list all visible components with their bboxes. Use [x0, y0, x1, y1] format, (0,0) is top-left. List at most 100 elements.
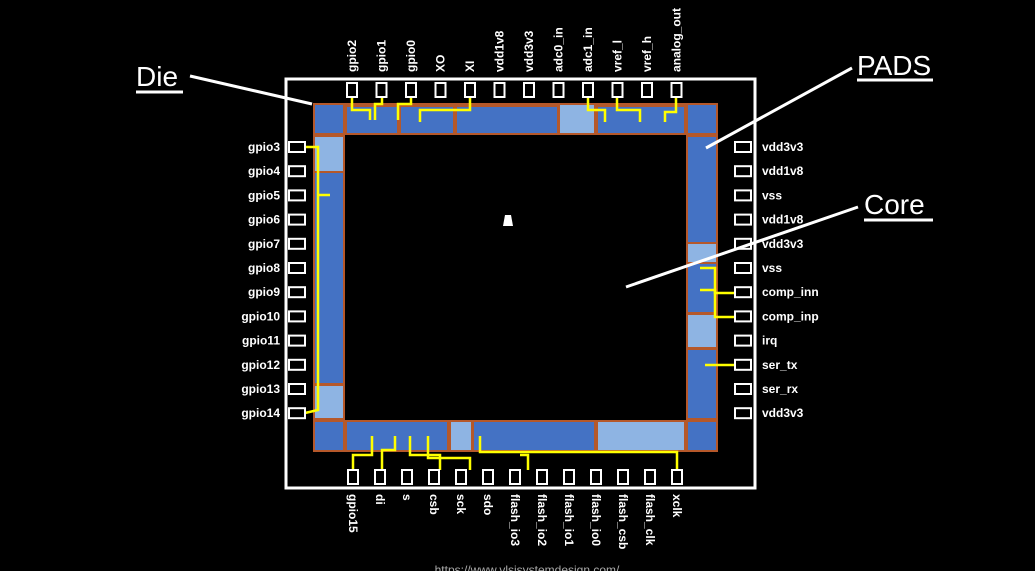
wire — [408, 436, 442, 470]
pin-label: gpio13 — [241, 382, 280, 396]
arrow-core — [625, 205, 859, 289]
pin-label: adc1_in — [581, 27, 595, 72]
pin-label: s — [400, 494, 414, 501]
wire — [373, 97, 384, 120]
pin — [536, 469, 548, 485]
pin-label: gpio10 — [241, 309, 280, 323]
pin — [611, 82, 624, 98]
arrow-die — [189, 74, 313, 106]
pin — [374, 469, 386, 485]
pad-cell — [598, 422, 684, 450]
pin-label: comp_inn — [762, 285, 819, 299]
pad-cell — [688, 350, 716, 418]
pin-label: ser_tx — [762, 358, 798, 372]
pin-label: vdd1v8 — [493, 30, 507, 72]
pin-label: flash_io1 — [562, 494, 576, 546]
pin — [288, 383, 306, 395]
arrow-pads — [705, 66, 853, 150]
pad-cell — [688, 137, 716, 242]
pin — [482, 469, 494, 485]
annotation: Die — [136, 61, 178, 92]
pin — [671, 469, 683, 485]
annotation: PADS — [857, 50, 931, 81]
pin — [734, 334, 752, 347]
pin — [288, 334, 306, 347]
pin-label: gpio9 — [248, 285, 280, 299]
annotation-arrows — [136, 66, 933, 289]
wire — [520, 453, 530, 470]
pin — [670, 82, 683, 98]
pin — [582, 82, 594, 98]
pin-label: vss — [762, 261, 782, 275]
wire — [615, 97, 642, 122]
pin — [288, 358, 306, 371]
pin — [509, 469, 521, 485]
pin-label: gpio12 — [241, 358, 280, 372]
pin-label: adc0_in — [552, 27, 566, 72]
wire — [380, 436, 397, 470]
pin — [288, 141, 306, 153]
corner-cell — [688, 422, 716, 450]
pin — [734, 383, 752, 395]
pin-label: xclk — [670, 494, 684, 518]
pin — [734, 407, 752, 420]
cursor — [503, 215, 513, 226]
pin-label: irq — [762, 334, 777, 348]
pad-cell — [451, 422, 471, 450]
pin — [644, 469, 656, 485]
pin-label: comp_inp — [762, 309, 819, 323]
pin — [552, 82, 565, 98]
pin — [734, 262, 752, 274]
pin — [401, 469, 413, 485]
pin-label: ser_rx — [762, 382, 798, 396]
pin — [523, 82, 535, 98]
corner-cell — [688, 105, 716, 133]
wire — [418, 97, 472, 122]
pad-cell — [347, 107, 397, 133]
pin-label: vref_h — [640, 36, 654, 72]
pin-label: di — [373, 494, 387, 505]
pin-label: gpio15 — [346, 494, 360, 533]
pin-label: gpio3 — [248, 140, 280, 154]
pad-cell — [347, 422, 447, 450]
pin-label: gpio4 — [248, 164, 280, 178]
footer-url: https://www.vlsisystemdesign.com/ — [435, 563, 620, 571]
pin — [288, 237, 306, 250]
core-area — [345, 135, 686, 420]
pin-label: vdd3v3 — [522, 30, 536, 72]
wire — [700, 266, 735, 295]
pin-label: flash_io3 — [508, 494, 522, 546]
pad-cell — [688, 264, 716, 312]
pin — [734, 189, 752, 202]
wire — [700, 288, 735, 319]
pin-label: vdd3v3 — [762, 237, 804, 251]
pin — [288, 262, 306, 274]
wire — [304, 145, 320, 415]
corner-cell — [315, 105, 343, 133]
wire — [478, 436, 679, 470]
wires — [304, 97, 735, 470]
pin — [734, 286, 752, 299]
pin-label: gpio5 — [248, 188, 280, 202]
pad-cell — [315, 173, 343, 383]
pin — [347, 469, 359, 485]
pin-label: flash_csb — [616, 494, 630, 549]
wire — [396, 97, 413, 120]
wire — [586, 97, 607, 122]
wire — [663, 97, 678, 122]
pin — [734, 141, 752, 153]
package-outline — [284, 77, 757, 490]
pin-label: csb — [427, 494, 441, 515]
pin — [428, 469, 440, 485]
pin — [734, 213, 752, 226]
pin-label: vss — [762, 188, 782, 202]
pin — [455, 469, 467, 485]
pin-label: gpio6 — [248, 213, 280, 227]
pad-cell — [457, 107, 557, 133]
pin — [375, 82, 388, 98]
wire — [350, 97, 372, 120]
wire — [351, 436, 374, 470]
pin-label: gpio0 — [404, 40, 418, 72]
pin-label: analog_out — [670, 8, 684, 72]
